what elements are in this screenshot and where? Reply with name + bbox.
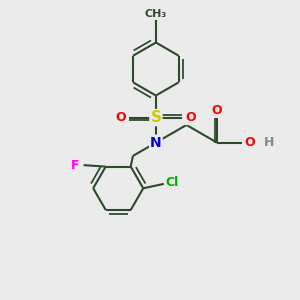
Text: F: F: [71, 159, 80, 172]
Text: O: O: [185, 111, 196, 124]
Text: CH₃: CH₃: [145, 9, 167, 19]
Text: N: N: [150, 136, 162, 150]
Text: O: O: [116, 111, 127, 124]
Text: H: H: [263, 136, 274, 149]
Text: Cl: Cl: [166, 176, 179, 189]
Text: O: O: [244, 136, 255, 149]
Text: O: O: [212, 104, 222, 117]
Text: S: S: [150, 110, 161, 125]
